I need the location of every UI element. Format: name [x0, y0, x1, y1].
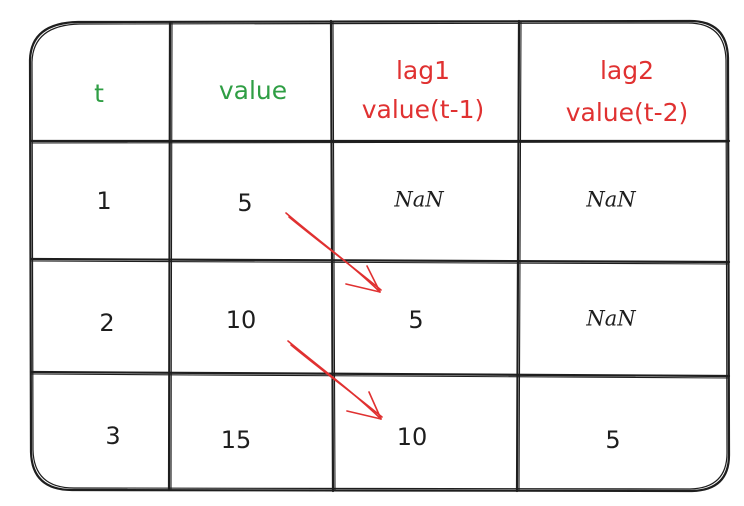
cell-lag2: NaN — [585, 188, 636, 212]
row-divider-3 — [29, 370, 731, 378]
cell-lag2: NaN — [585, 307, 636, 331]
header-lag1-subtitle: value(t-1) — [362, 95, 485, 124]
shift-arrow-shaft-sketch — [290, 344, 383, 418]
cell-lag1: 5 — [408, 306, 423, 334]
shift-arrow-head — [346, 391, 382, 420]
header-row: t value lag1 value(t-1) lag2 value(t-2) — [94, 56, 688, 127]
header-t: t — [94, 79, 104, 108]
column-divider-3 — [515, 19, 521, 493]
cell-t: 2 — [99, 309, 114, 337]
column-divider-1 — [167, 20, 172, 492]
table-row: 1 5 NaN NaN — [96, 187, 636, 217]
shift-arrow — [287, 340, 383, 420]
header-lag2-title: lag2 — [600, 56, 654, 85]
cell-value: 5 — [237, 189, 252, 217]
header-lag2-subtitle: value(t-2) — [566, 98, 689, 127]
table-row: 2 10 5 NaN — [99, 306, 636, 337]
header-value: value — [219, 76, 287, 105]
cell-t: 3 — [105, 422, 120, 450]
row-divider-2 — [29, 257, 731, 264]
column-divider-1-sketch — [170, 22, 173, 490]
table-outer-border — [28, 19, 731, 493]
table-row: 3 15 10 5 — [105, 422, 620, 454]
cell-lag1: 10 — [397, 423, 428, 451]
header-lag1-title: lag1 — [396, 56, 450, 85]
cell-value: 10 — [226, 306, 257, 334]
shift-arrow-head — [345, 265, 381, 293]
column-divider-2-sketch — [332, 21, 336, 491]
row-divider-2-sketch — [31, 260, 729, 265]
cell-lag2: 5 — [605, 426, 620, 454]
cell-lag1: NaN — [393, 188, 444, 212]
table-frame — [28, 19, 731, 493]
row-divider-1-sketch — [31, 141, 729, 144]
shift-arrow-shaft-sketch — [288, 216, 382, 291]
table-outer-border-sketch — [31, 22, 728, 490]
column-divider-2 — [329, 19, 335, 493]
cell-t: 1 — [96, 187, 111, 215]
column-divider-3-sketch — [518, 21, 522, 491]
shift-arrow — [285, 212, 382, 293]
row-divider-3-sketch — [31, 373, 729, 379]
cell-value: 15 — [221, 426, 252, 454]
